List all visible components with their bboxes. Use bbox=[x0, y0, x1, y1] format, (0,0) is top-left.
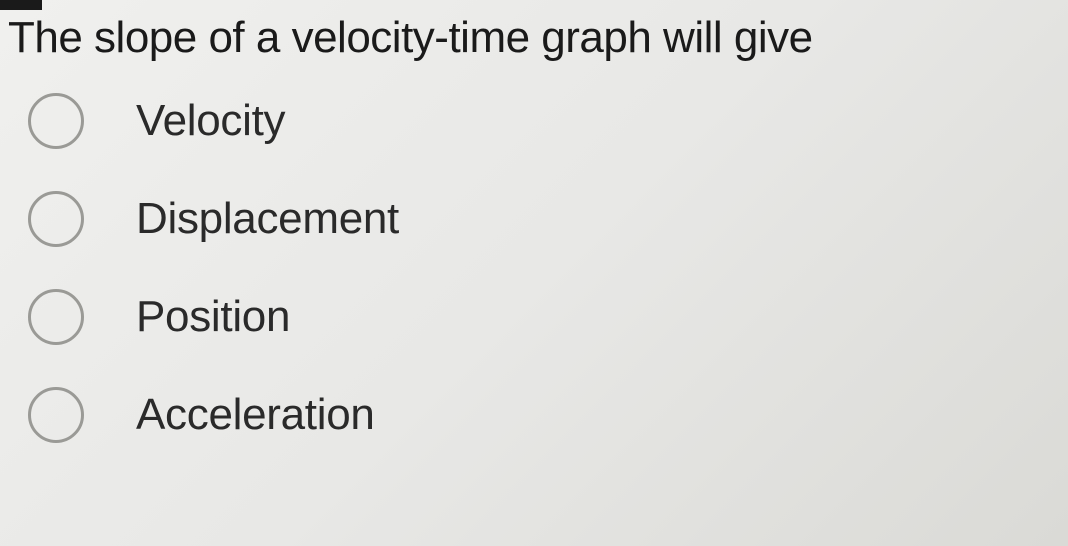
option-row[interactable]: Velocity bbox=[28, 93, 1068, 149]
option-label: Position bbox=[136, 292, 290, 342]
option-row[interactable]: Position bbox=[28, 289, 1068, 345]
option-label: Acceleration bbox=[136, 390, 375, 440]
option-row[interactable]: Acceleration bbox=[28, 387, 1068, 443]
top-marker bbox=[0, 0, 42, 10]
radio-button[interactable] bbox=[28, 93, 84, 149]
option-label: Displacement bbox=[136, 194, 399, 244]
options-container: Velocity Displacement Position Accelerat… bbox=[0, 65, 1068, 443]
radio-button[interactable] bbox=[28, 387, 84, 443]
radio-button[interactable] bbox=[28, 289, 84, 345]
question-text: The slope of a velocity-time graph will … bbox=[0, 0, 1068, 65]
radio-button[interactable] bbox=[28, 191, 84, 247]
option-row[interactable]: Displacement bbox=[28, 191, 1068, 247]
option-label: Velocity bbox=[136, 96, 285, 146]
